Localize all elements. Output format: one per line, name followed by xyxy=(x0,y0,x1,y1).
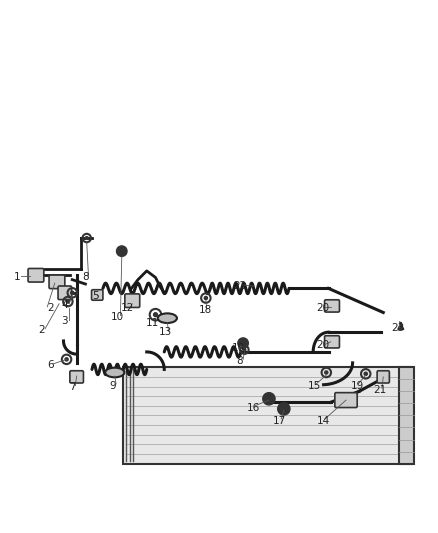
Text: 21: 21 xyxy=(374,385,387,395)
Text: 20: 20 xyxy=(317,303,330,313)
Text: 13: 13 xyxy=(159,327,172,337)
Text: 17: 17 xyxy=(273,416,286,426)
Text: 19: 19 xyxy=(350,381,364,391)
Circle shape xyxy=(243,349,246,351)
FancyBboxPatch shape xyxy=(325,300,339,312)
FancyBboxPatch shape xyxy=(58,286,71,300)
Circle shape xyxy=(71,291,74,294)
Text: 6: 6 xyxy=(47,360,54,370)
Circle shape xyxy=(66,300,70,303)
FancyBboxPatch shape xyxy=(335,393,357,408)
FancyBboxPatch shape xyxy=(325,336,339,348)
Ellipse shape xyxy=(158,313,177,323)
Text: 7: 7 xyxy=(69,382,76,392)
Bar xyxy=(123,367,412,464)
Text: 8: 8 xyxy=(237,356,244,366)
Circle shape xyxy=(65,358,68,361)
Text: 16: 16 xyxy=(247,402,260,413)
Circle shape xyxy=(325,371,328,374)
Text: 1: 1 xyxy=(13,272,20,282)
Circle shape xyxy=(263,393,275,405)
Text: 14: 14 xyxy=(317,416,330,426)
FancyBboxPatch shape xyxy=(377,371,389,383)
Text: 18: 18 xyxy=(198,305,212,316)
Text: 23: 23 xyxy=(391,323,404,333)
Text: 2: 2 xyxy=(47,303,54,313)
Text: 22: 22 xyxy=(233,281,247,291)
Text: 20: 20 xyxy=(317,341,330,350)
Bar xyxy=(399,367,414,464)
FancyBboxPatch shape xyxy=(70,371,83,383)
Text: 4: 4 xyxy=(61,300,68,310)
Circle shape xyxy=(85,237,88,239)
Circle shape xyxy=(204,296,208,300)
Circle shape xyxy=(364,372,367,375)
Text: 10: 10 xyxy=(232,343,245,352)
Text: 9: 9 xyxy=(110,381,117,391)
FancyBboxPatch shape xyxy=(125,294,140,308)
FancyBboxPatch shape xyxy=(28,269,44,282)
Text: 5: 5 xyxy=(92,291,99,301)
Text: 15: 15 xyxy=(308,381,321,391)
Text: 10: 10 xyxy=(111,312,124,322)
Text: 3: 3 xyxy=(61,316,68,326)
Circle shape xyxy=(154,313,157,317)
FancyBboxPatch shape xyxy=(49,275,65,288)
Circle shape xyxy=(117,246,127,256)
Text: 12: 12 xyxy=(121,303,134,313)
Text: 11: 11 xyxy=(146,318,159,328)
Circle shape xyxy=(278,403,290,415)
Text: 8: 8 xyxy=(82,272,89,282)
Circle shape xyxy=(238,338,248,349)
Ellipse shape xyxy=(105,368,124,377)
FancyBboxPatch shape xyxy=(92,290,103,300)
Text: 2: 2 xyxy=(38,325,45,335)
